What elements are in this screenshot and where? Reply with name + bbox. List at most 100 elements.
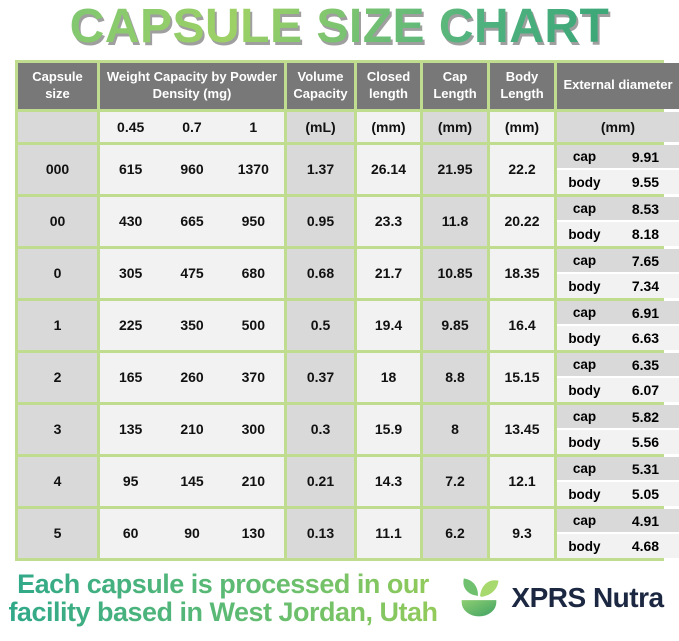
closed-length-value: 26.14 <box>357 144 420 194</box>
closed-length-value: 18 <box>357 352 420 402</box>
external-cap-row: cap 5.82 <box>557 404 679 429</box>
weight-1: 680 <box>241 265 265 282</box>
brand-name: XPRS Nutra <box>511 582 664 614</box>
header-body-length: Body Length <box>490 62 554 109</box>
external-diameter-cell: cap 9.91 body 9.55 <box>557 144 679 194</box>
external-diameter-cell: cap 5.31 body 5.05 <box>557 456 679 506</box>
cap-diameter-value: 6.91 <box>631 304 660 321</box>
external-body-row: body 5.05 <box>557 482 679 506</box>
weight-values: 135 210 300 <box>100 404 284 454</box>
density-045: 0.45 <box>117 118 145 135</box>
weight-1: 130 <box>241 525 265 542</box>
body-label: body <box>568 382 601 398</box>
cap-diameter-value: 7.65 <box>631 252 660 269</box>
cap-label: cap <box>572 513 597 529</box>
body-diameter-value: 8.18 <box>631 226 660 243</box>
closed-length-value: 14.3 <box>357 456 420 506</box>
body-label: body <box>568 434 601 450</box>
volume-value: 0.3 <box>287 404 354 454</box>
body-diameter-value: 9.55 <box>631 174 660 191</box>
weight-07: 145 <box>180 473 204 490</box>
leaf-bowl-icon <box>462 578 499 617</box>
body-diameter-value: 4.68 <box>631 538 660 555</box>
closed-length-value: 19.4 <box>357 300 420 350</box>
body-length-value: 16.4 <box>490 300 554 350</box>
cap-diameter-value: 5.82 <box>631 408 660 425</box>
closed-length-value: 23.3 <box>357 196 420 246</box>
density-1: 1 <box>249 118 258 135</box>
body-label: body <box>568 174 601 190</box>
weight-values: 225 350 500 <box>100 300 284 350</box>
page-title: CAPSULE SIZE CHART <box>0 0 679 54</box>
weight-1: 500 <box>241 317 265 334</box>
external-cap-row: cap 5.31 <box>557 456 679 481</box>
external-body-row: body 9.55 <box>557 170 679 194</box>
volume-value: 0.13 <box>287 508 354 558</box>
external-cap-row: cap 8.53 <box>557 196 679 221</box>
units-body-length: (mm) <box>490 111 554 142</box>
weight-045: 165 <box>118 369 143 386</box>
cap-diameter-value: 5.31 <box>631 460 660 477</box>
footer-note-line1: Each capsule is processed in our <box>17 568 429 599</box>
weight-07: 665 <box>180 213 204 230</box>
cap-label: cap <box>572 357 597 373</box>
external-diameter-cell: cap 7.65 body 7.34 <box>557 248 679 298</box>
body-length-value: 18.35 <box>490 248 554 298</box>
capsule-size-value: 2 <box>18 352 97 402</box>
external-diameter-cell: cap 4.91 body 4.68 <box>557 508 679 558</box>
weight-1: 370 <box>241 369 265 386</box>
weight-values: 165 260 370 <box>100 352 284 402</box>
body-length-value: 12.1 <box>490 456 554 506</box>
density-07: 0.7 <box>182 118 202 135</box>
body-diameter-value: 7.34 <box>631 278 660 295</box>
cap-diameter-value: 9.91 <box>631 148 660 165</box>
volume-value: 0.37 <box>287 352 354 402</box>
body-diameter-value: 6.63 <box>631 330 660 347</box>
weight-07: 350 <box>180 317 204 334</box>
capsule-size-value: 000 <box>18 144 97 194</box>
body-diameter-value: 5.05 <box>631 486 660 503</box>
brand-logo: XPRS Nutra <box>442 572 675 624</box>
footer: Each capsule is processed in our facilit… <box>0 570 679 627</box>
body-length-value: 9.3 <box>490 508 554 558</box>
weight-values: 305 475 680 <box>100 248 284 298</box>
body-length-value: 15.15 <box>490 352 554 402</box>
volume-value: 0.95 <box>287 196 354 246</box>
volume-value: 0.21 <box>287 456 354 506</box>
external-body-row: body 4.68 <box>557 534 679 558</box>
body-label: body <box>568 226 601 242</box>
closed-length-value: 15.9 <box>357 404 420 454</box>
external-body-row: body 7.34 <box>557 274 679 298</box>
external-cap-row: cap 6.35 <box>557 352 679 377</box>
units-volume: (mL) <box>287 111 354 142</box>
weight-045: 95 <box>122 473 139 490</box>
cap-label: cap <box>572 253 597 269</box>
external-cap-row: cap 7.65 <box>557 248 679 273</box>
cap-label: cap <box>572 149 597 165</box>
cap-length-value: 9.85 <box>423 300 487 350</box>
volume-value: 0.5 <box>287 300 354 350</box>
weight-values: 95 145 210 <box>100 456 284 506</box>
weight-values: 60 90 130 <box>100 508 284 558</box>
body-label: body <box>568 538 601 554</box>
header-cap-length: Cap Length <box>423 62 487 109</box>
closed-length-value: 11.1 <box>357 508 420 558</box>
weight-045: 305 <box>118 265 143 282</box>
weight-1: 300 <box>241 421 265 438</box>
volume-value: 0.68 <box>287 248 354 298</box>
external-cap-row: cap 6.91 <box>557 300 679 325</box>
body-length-value: 22.2 <box>490 144 554 194</box>
cap-diameter-value: 4.91 <box>631 512 660 529</box>
cap-length-value: 10.85 <box>423 248 487 298</box>
weight-1: 950 <box>241 213 265 230</box>
weight-045: 60 <box>122 525 139 542</box>
header-external-diameter: External diameter <box>557 62 679 109</box>
external-diameter-cell: cap 6.91 body 6.63 <box>557 300 679 350</box>
weight-values: 430 665 950 <box>100 196 284 246</box>
weight-1: 210 <box>241 473 265 490</box>
capsule-size-table: Capsule size Weight Capacity by Powder D… <box>15 59 679 561</box>
header-closed-length: Closed length <box>357 62 420 109</box>
cap-diameter-value: 8.53 <box>631 200 660 217</box>
header-weight-capacity: Weight Capacity by Powder Density (mg) <box>100 62 284 109</box>
external-diameter-cell: cap 5.82 body 5.56 <box>557 404 679 454</box>
